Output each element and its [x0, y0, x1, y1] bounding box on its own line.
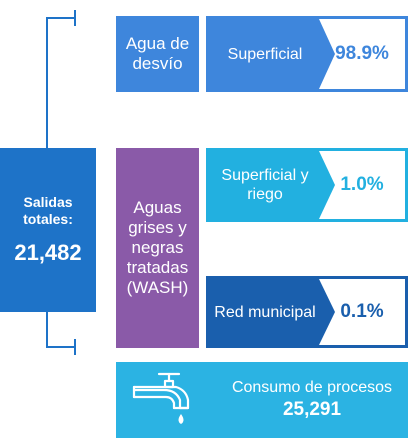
- faucet-icon: [132, 372, 190, 424]
- process-consumption-label: Consumo de procesos: [231, 379, 393, 396]
- bracket-top-tick: [46, 17, 76, 19]
- wash-label: Aguas grises y negras tratadas (WASH): [126, 198, 189, 297]
- municipal-network-row: Red municipal 0.1%: [206, 276, 408, 348]
- bracket-bottom-tick: [46, 346, 76, 348]
- surface-percent: 98.9%: [335, 43, 389, 64]
- municipal-network-percent: 0.1%: [340, 301, 384, 322]
- surface-irrigation-row: Superficial y riego 1.0%: [206, 148, 408, 222]
- process-consumption-box: Consumo de procesos 25,291: [116, 362, 408, 438]
- wash-box: Aguas grises y negras tratadas (WASH): [116, 148, 199, 348]
- municipal-network-label: Red municipal: [214, 303, 316, 321]
- surface-irrigation-percent: 1.0%: [340, 174, 384, 195]
- surface-label: Superficial: [227, 45, 303, 63]
- bracket-top-end: [74, 10, 76, 26]
- surface-arrow-shape: [209, 19, 335, 89]
- municipal-network-arrow-shape: [209, 279, 335, 345]
- total-outflows-label: Salidas totales:: [23, 194, 73, 227]
- bracket-bottom-end: [74, 339, 76, 355]
- surface-irrigation-arrow-shape: [209, 151, 335, 219]
- process-consumption-value: 25,291: [282, 399, 342, 420]
- total-outflows-box: Salidas totales: 21,482: [0, 148, 96, 312]
- diversion-water-box: Agua de desvío: [116, 16, 199, 92]
- surface-row: Superficial 98.9%: [206, 16, 408, 92]
- surface-irrigation-label: Superficial y riego: [221, 167, 309, 203]
- diversion-water-label: Agua de desvío: [125, 34, 190, 73]
- total-outflows-value: 21,482: [14, 240, 82, 265]
